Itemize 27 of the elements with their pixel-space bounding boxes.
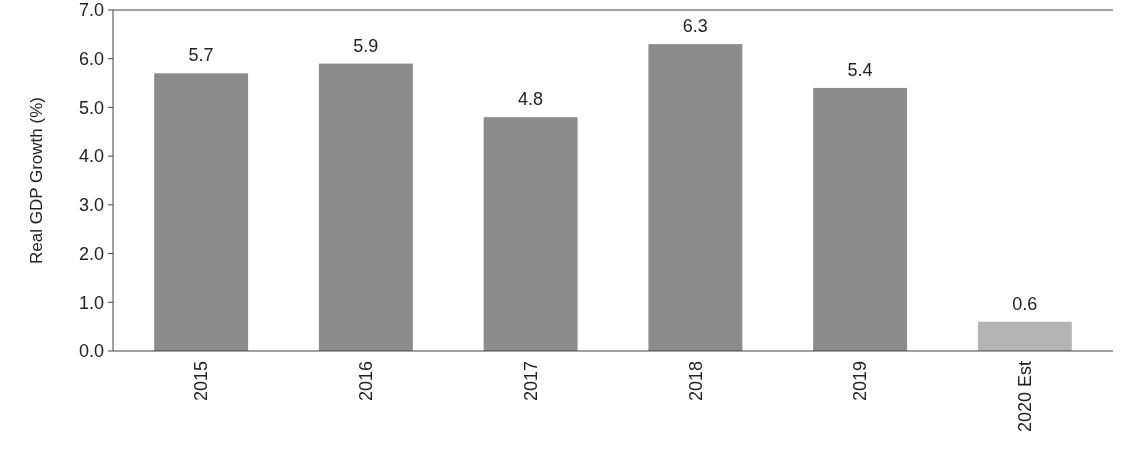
data-label: 5.7 — [188, 45, 214, 66]
x-tick-label: 2016 — [356, 361, 377, 402]
y-tick-label: 0.0 — [78, 341, 104, 362]
x-tick-label: 2017 — [520, 361, 541, 402]
bar — [154, 73, 249, 351]
data-label: 5.9 — [353, 35, 379, 56]
bar — [813, 87, 908, 351]
x-tick-label: 2020 Est — [1015, 361, 1036, 433]
y-tick-label: 6.0 — [78, 49, 104, 70]
x-tick-label: 2018 — [685, 361, 706, 402]
y-tick-label: 1.0 — [78, 292, 104, 313]
y-tick-label: 7.0 — [78, 0, 104, 21]
data-label: 5.4 — [847, 59, 873, 80]
bar — [318, 63, 413, 351]
y-tick-label: 3.0 — [78, 195, 104, 216]
y-axis-title: Real GDP Growth (%) — [27, 97, 46, 264]
data-label: 0.6 — [1012, 293, 1038, 314]
y-tick-label: 4.0 — [78, 146, 104, 167]
data-label: 4.8 — [518, 89, 544, 110]
y-tick-label: 2.0 — [78, 243, 104, 264]
bar — [483, 117, 578, 351]
data-label: 6.3 — [682, 16, 708, 37]
y-tick-label: 5.0 — [78, 97, 104, 118]
bar — [977, 321, 1072, 351]
bar — [648, 44, 743, 351]
x-tick-label: 2015 — [191, 361, 212, 402]
x-tick-label: 2019 — [850, 361, 871, 402]
